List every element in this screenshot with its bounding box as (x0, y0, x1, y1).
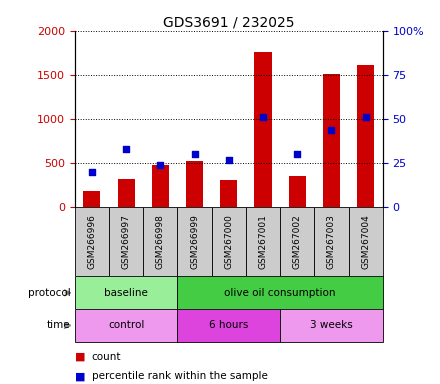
Text: percentile rank within the sample: percentile rank within the sample (92, 371, 268, 381)
Point (328, 127, 335, 133)
Point (294, 151, 301, 157)
Text: protocol: protocol (28, 288, 70, 298)
Text: GSM266997: GSM266997 (121, 215, 131, 269)
Point (260, 114, 267, 120)
Bar (152, 166, 169, 207)
Bar (280, 309, 383, 342)
Text: GSM266998: GSM266998 (156, 215, 165, 269)
Point (225, 157, 232, 163)
Bar (177, 207, 212, 276)
Bar (177, 309, 280, 342)
Text: count: count (92, 352, 121, 362)
Bar (246, 207, 280, 276)
Bar (220, 180, 237, 207)
Bar (348, 207, 383, 276)
Text: GSM266999: GSM266999 (190, 215, 199, 269)
Text: GSM267000: GSM267000 (224, 215, 233, 269)
Bar (357, 65, 374, 207)
Bar (280, 207, 314, 276)
Bar (186, 161, 203, 207)
Text: GSM267004: GSM267004 (361, 215, 370, 269)
Bar (323, 74, 340, 207)
Text: time: time (47, 320, 70, 331)
Text: 3 weeks: 3 weeks (310, 320, 353, 331)
Text: ■: ■ (75, 352, 85, 362)
Point (191, 151, 198, 157)
Text: GSM267003: GSM267003 (327, 215, 336, 269)
Text: baseline: baseline (104, 288, 148, 298)
Bar (75, 309, 177, 342)
Bar (109, 207, 143, 276)
Bar (177, 276, 383, 309)
Bar (83, 192, 100, 207)
Bar (143, 207, 177, 276)
Bar (254, 52, 271, 207)
Point (157, 162, 164, 168)
Bar (75, 276, 177, 309)
Bar (314, 207, 348, 276)
Bar (117, 179, 135, 207)
Text: GSM267001: GSM267001 (259, 215, 268, 269)
Bar (75, 207, 109, 276)
Bar (212, 207, 246, 276)
Text: GSM267002: GSM267002 (293, 215, 302, 269)
Bar (289, 177, 306, 207)
Text: GSM266996: GSM266996 (88, 215, 96, 269)
Text: control: control (108, 320, 144, 331)
Point (88, 169, 95, 175)
Text: ■: ■ (75, 371, 85, 381)
Point (362, 114, 369, 120)
Text: olive oil consumption: olive oil consumption (224, 288, 336, 298)
Point (123, 146, 130, 152)
Text: 6 hours: 6 hours (209, 320, 249, 331)
Title: GDS3691 / 232025: GDS3691 / 232025 (163, 16, 294, 30)
